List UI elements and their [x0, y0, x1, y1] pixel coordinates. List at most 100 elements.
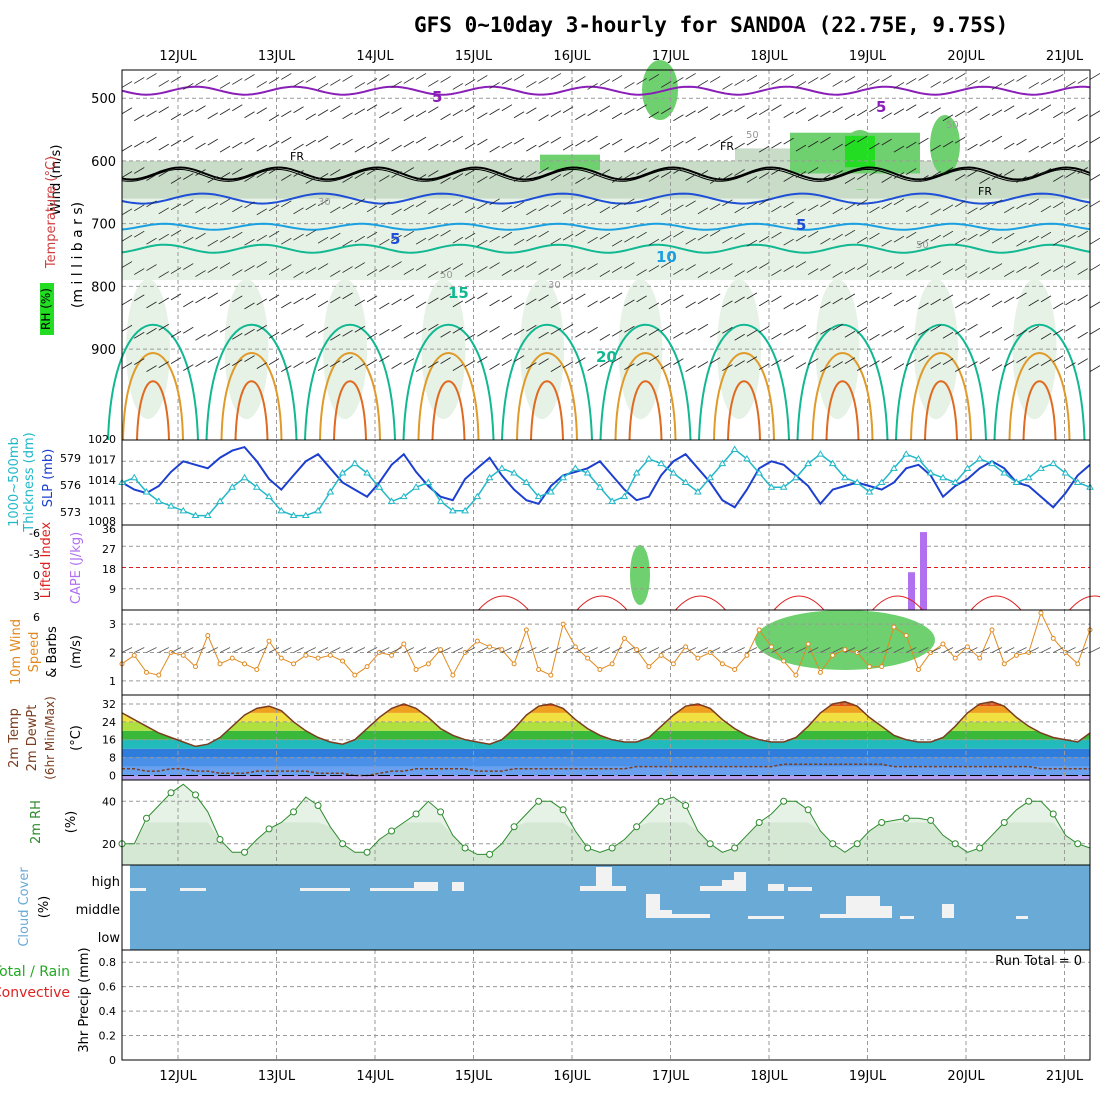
- wind-barb: [942, 77, 954, 84]
- wind-barb: [771, 104, 782, 112]
- wind-barb: [918, 302, 929, 310]
- thickness-point: [1037, 464, 1045, 471]
- wind-barb: [440, 76, 451, 83]
- wind-barb: [930, 144, 941, 152]
- wind-barb: [526, 81, 537, 88]
- wind-barb: [844, 229, 856, 237]
- wind-barb: [513, 137, 525, 145]
- wind-barb: [660, 261, 672, 268]
- wind-barb-surface: [391, 647, 402, 653]
- wind-barb: [562, 80, 574, 87]
- wind-barb: [771, 269, 782, 276]
- wind-barb: [1053, 355, 1064, 362]
- wind-speed-point: [781, 658, 787, 664]
- wind-barb: [293, 297, 304, 305]
- wind-barb: [673, 140, 684, 148]
- wind-barb: [795, 107, 807, 115]
- wind-barb: [881, 356, 892, 363]
- wind-barb: [697, 143, 709, 151]
- cloud-gap-bar: [370, 888, 414, 891]
- wind-barb: [685, 237, 696, 245]
- rh-tick: 20: [102, 838, 116, 851]
- wind-barb: [758, 299, 770, 307]
- wind-barb: [1016, 138, 1027, 146]
- wind-barb-surface: [342, 647, 353, 653]
- wind-barb: [820, 301, 831, 309]
- wind-barb: [599, 105, 611, 113]
- wind-barb: [955, 136, 966, 144]
- wind-speed-point: [1038, 610, 1044, 616]
- wind-barb-surface: [1016, 647, 1027, 653]
- wind-barb: [281, 200, 292, 208]
- wind-speed-point: [144, 669, 150, 675]
- isotherm-20: [501, 323, 593, 441]
- wind-barb: [967, 207, 978, 215]
- wind-barb: [256, 171, 267, 178]
- isotherm-25: [1008, 352, 1071, 441]
- wind-barb: [489, 299, 500, 307]
- wind-barb: [195, 79, 206, 86]
- wind-barb: [121, 208, 133, 216]
- wind-barb: [170, 177, 182, 184]
- wind-barb: [930, 324, 941, 332]
- wind-barb: [379, 302, 390, 310]
- wind-barb: [281, 174, 292, 181]
- wind-barb: [1065, 234, 1076, 242]
- wind-barb: [244, 302, 255, 310]
- isotherm-freezing-a: [121, 166, 1091, 181]
- wind-barb-surface: [575, 647, 586, 653]
- wind-barb: [746, 239, 758, 247]
- wind-barb-surface: [771, 647, 782, 653]
- rh-point: [902, 814, 910, 822]
- wind-barb: [366, 168, 378, 175]
- date-label-bottom: 16JUL: [553, 1069, 591, 1084]
- wind-barb: [452, 236, 464, 244]
- wind-barb: [942, 204, 954, 212]
- wind-barb: [550, 327, 562, 335]
- wind-barb: [967, 143, 978, 151]
- wind-barb: [991, 300, 1003, 308]
- wind-barb: [722, 364, 733, 371]
- wind-barb: [1053, 201, 1064, 209]
- thickness-point: [718, 459, 727, 467]
- wind-barb: [550, 110, 562, 118]
- wind-barb: [918, 74, 929, 81]
- wind-barb: [501, 231, 513, 239]
- wind-barb: [366, 231, 378, 239]
- wind-barb: [134, 204, 145, 212]
- wind-barb: [440, 267, 451, 274]
- wind-barb: [734, 270, 745, 277]
- wind-speed-point: [560, 621, 566, 627]
- wind-barb: [1004, 270, 1015, 277]
- wind-barb: [758, 108, 770, 116]
- wind-barb: [232, 141, 243, 149]
- wind-barb-surface: [121, 647, 133, 653]
- wind-barb: [183, 135, 194, 143]
- wind-speed-point: [964, 644, 970, 650]
- rh-point: [143, 814, 151, 822]
- wind-barb: [893, 108, 905, 116]
- wind-barb: [219, 262, 231, 269]
- cape-tick: 9: [109, 583, 116, 596]
- thickness-point: [399, 492, 408, 500]
- wind-speed-point: [413, 667, 419, 672]
- wind-barb: [526, 261, 537, 268]
- wind-barb: [967, 80, 978, 87]
- wind-barb: [428, 207, 439, 215]
- wind-barb: [415, 365, 427, 372]
- wind-barb: [342, 112, 353, 120]
- rh-point: [290, 808, 298, 816]
- wind-barb: [820, 110, 831, 118]
- wind-barb: [452, 135, 464, 143]
- wind-barb: [955, 301, 966, 309]
- temp-band: [122, 748, 1090, 758]
- wind-barb: [673, 294, 684, 302]
- ylabel-precip-conv: Convective: [0, 985, 70, 1001]
- wind-barb: [489, 363, 500, 370]
- wind-barb-surface: [158, 647, 169, 653]
- wind-speed-point: [291, 661, 297, 667]
- temp-tick: 0: [109, 770, 116, 783]
- wind-barb: [832, 207, 843, 215]
- thickness-point: [963, 464, 972, 471]
- wind-barb: [869, 360, 880, 367]
